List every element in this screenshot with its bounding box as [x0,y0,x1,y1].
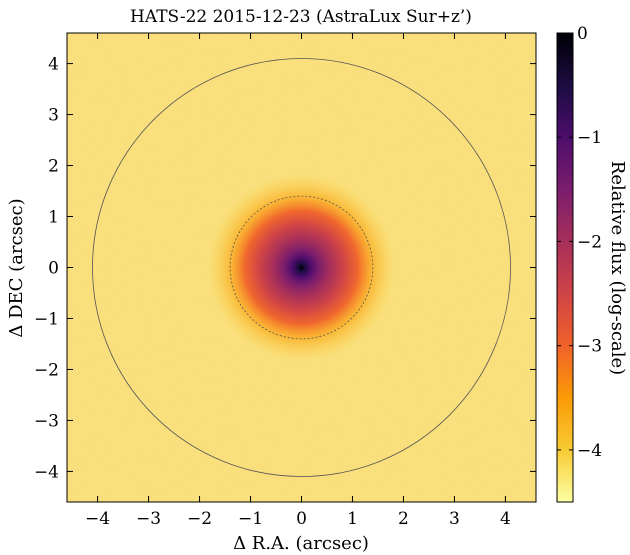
colorbar-scale [556,32,574,503]
outer-circle [92,58,511,477]
x-tick-label: 2 [398,509,409,529]
colorbar-tick-label: −1 [577,128,602,148]
x-tick-label: −1 [238,509,263,529]
colorbar-tick-label: 0 [577,24,588,44]
x-tick-label: 3 [449,509,460,529]
source-psf [207,173,396,362]
x-axis: −4 −3 −2 −1 0 1 2 3 4 [85,33,511,529]
x-tick-label: −3 [136,509,161,529]
y-tick-label: −1 [34,309,59,329]
chart-title: HATS-22 2015-12-23 (AstraLux Sur+z’) [130,7,472,27]
inner-circle [229,195,374,340]
y-tick-label: 4 [48,55,59,75]
y-tick-label: 0 [48,259,59,279]
y-tick-label: −4 [34,462,59,482]
y-tick-label: −3 [34,411,59,431]
y-axis-label: Δ DEC (arcsec) [6,198,27,337]
colorbar-tick-label: −4 [577,441,602,461]
plot-area [67,33,536,502]
colorbar-tick-label: −2 [577,232,602,252]
x-tick-label: 0 [296,509,307,529]
x-tick-label: −2 [187,509,212,529]
x-tick-label: 1 [347,509,358,529]
x-tick-label: −4 [85,509,110,529]
colorbar: 0 −1 −2 −3 −4 [556,24,602,503]
colorbar-label: Relative flux (log-scale) [607,161,628,375]
colorbar-tick-label: −3 [577,337,602,357]
y-tick-label: 3 [48,106,59,126]
y-axis: −4 −3 −2 −1 0 1 2 3 4 [34,55,536,482]
x-tick-label: 4 [500,509,511,529]
y-tick-label: 1 [48,208,59,228]
colorbar-ticks: 0 −1 −2 −3 −4 [557,24,602,461]
y-tick-label: −2 [34,360,59,380]
y-tick-label: 2 [48,157,59,177]
x-axis-label: Δ R.A. (arcsec) [233,533,369,554]
